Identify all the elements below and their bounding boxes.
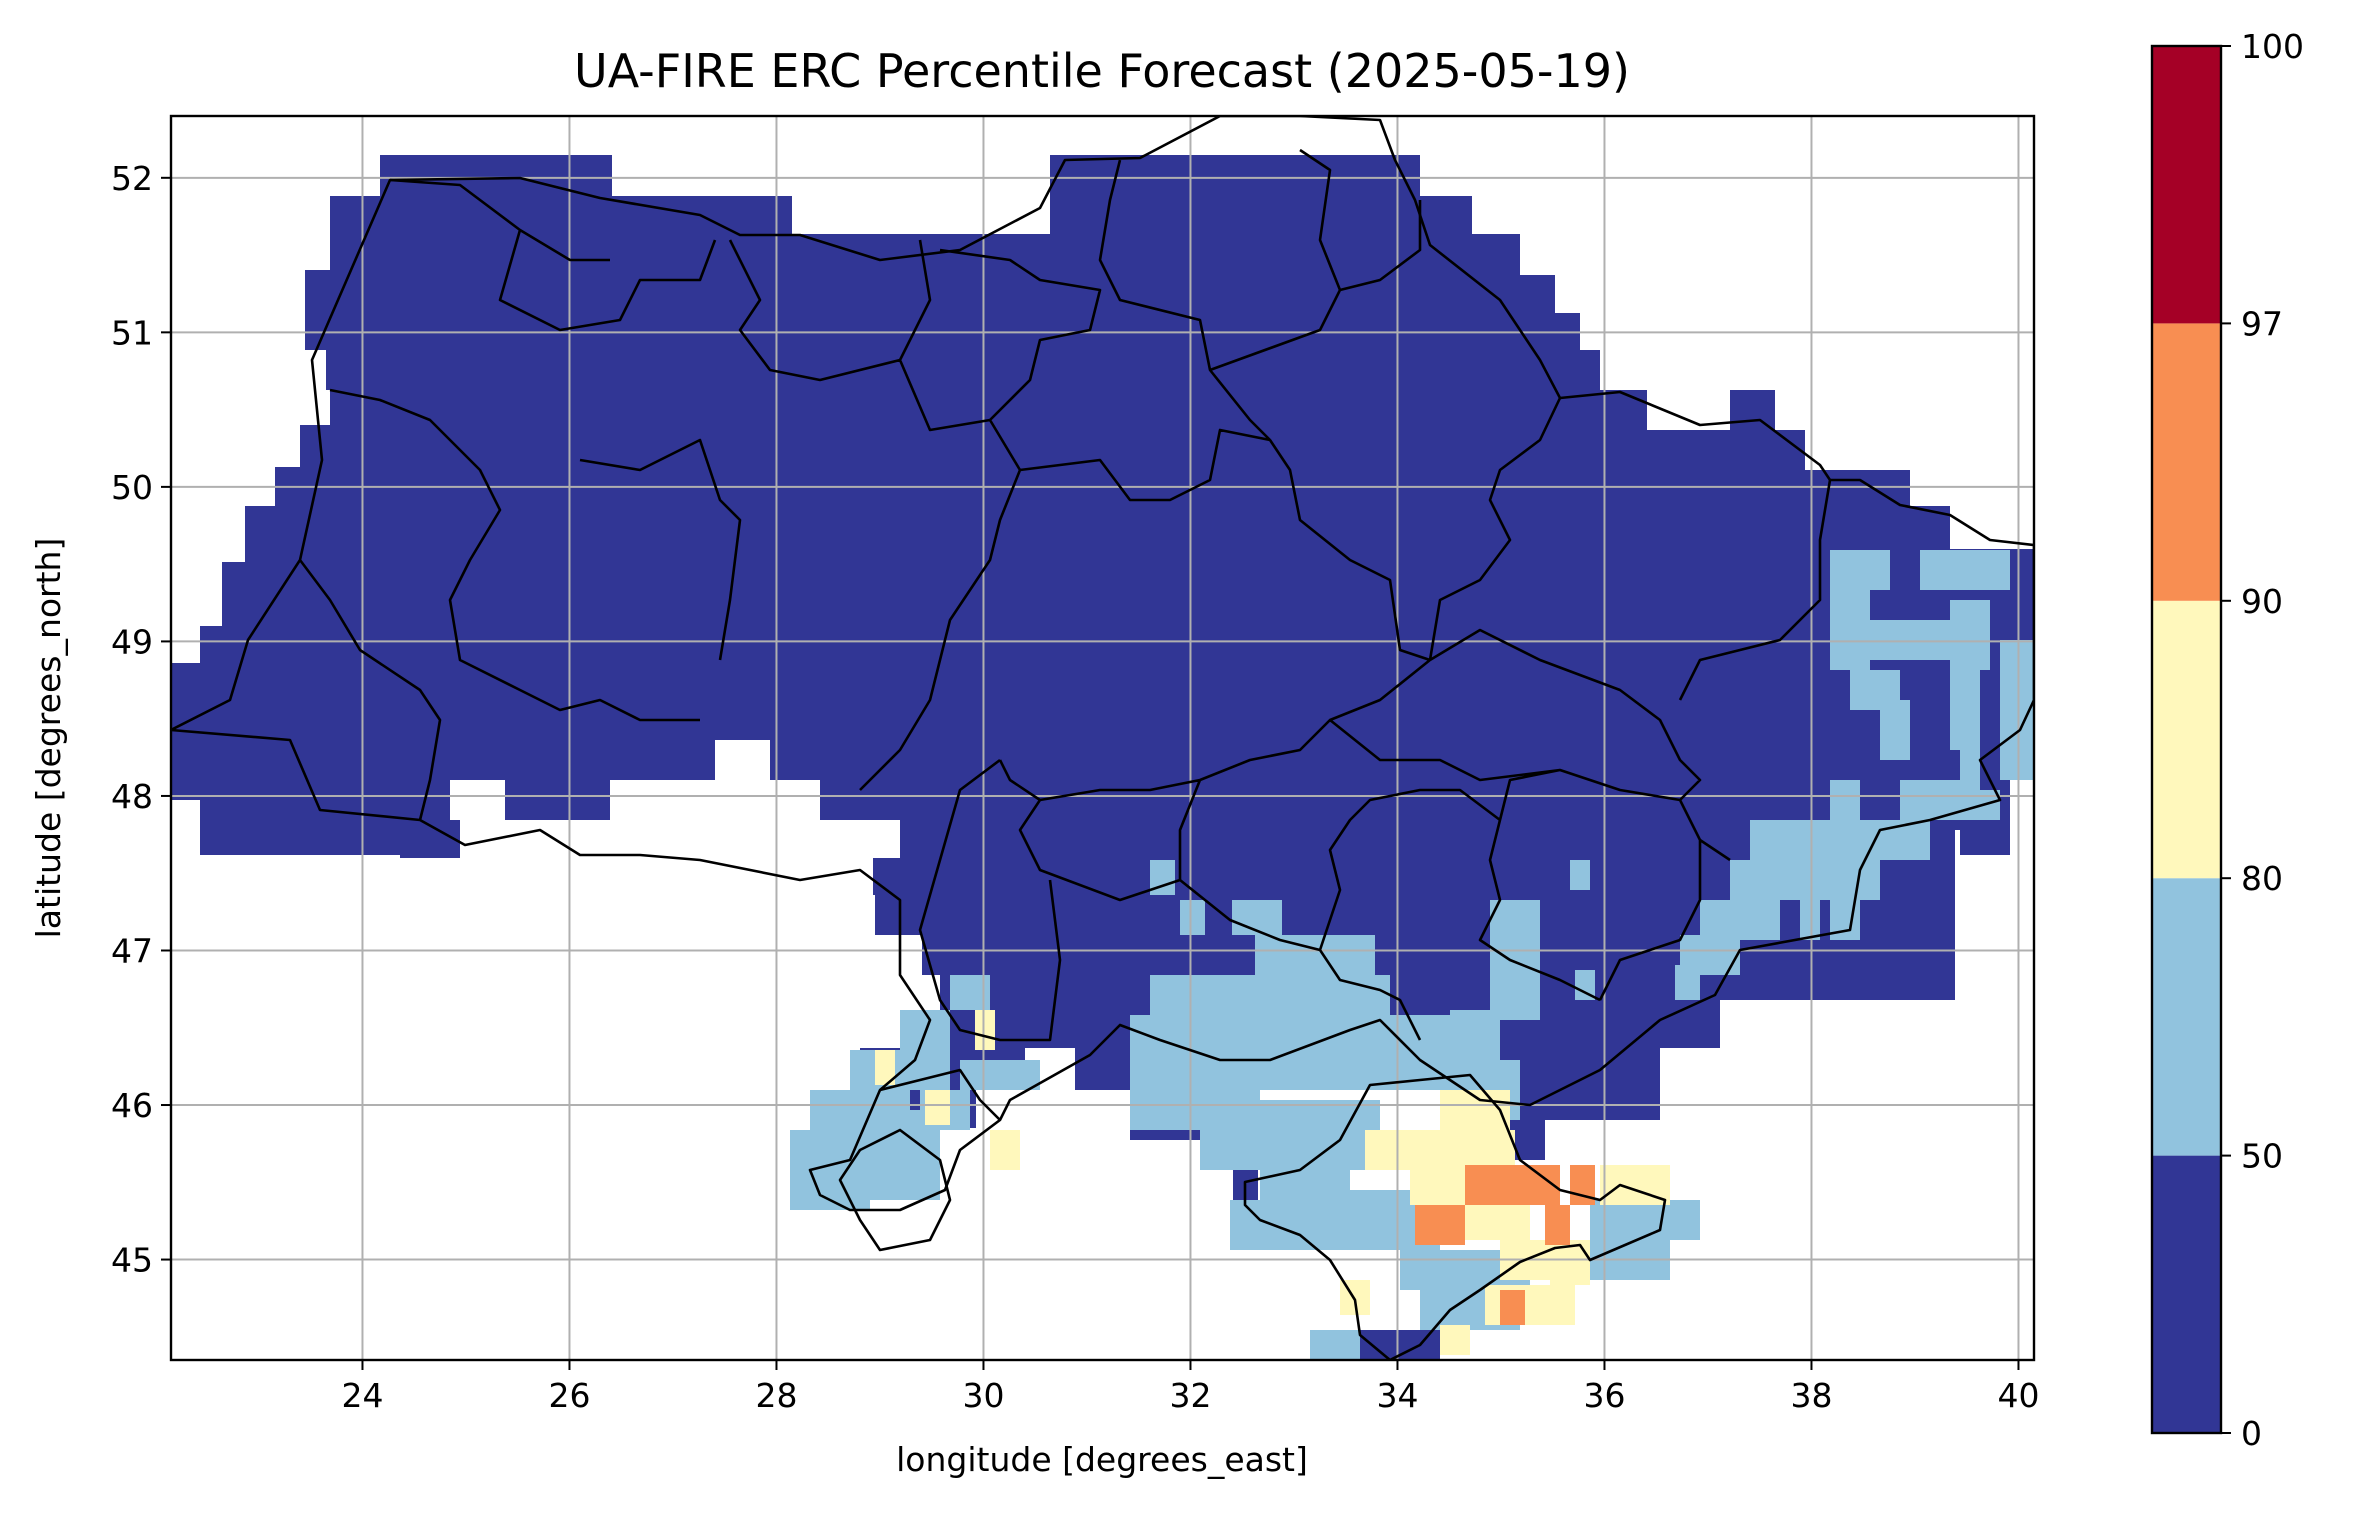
x-tick-label: 26 xyxy=(548,1376,590,1415)
y-tick-label: 49 xyxy=(111,622,153,661)
colorbar-tick-label: 97 xyxy=(2241,304,2283,343)
y-tick-label: 51 xyxy=(111,313,153,352)
x-tick-label: 38 xyxy=(1790,1376,1832,1415)
colorbar-tick-label: 80 xyxy=(2241,859,2283,898)
plot-frame xyxy=(169,114,2036,1362)
colorbar-segment xyxy=(2152,600,2221,879)
x-tick-label: 36 xyxy=(1583,1376,1625,1415)
chart-title: UA-FIRE ERC Percentile Forecast (2025-05… xyxy=(574,44,1630,98)
y-tick-label: 52 xyxy=(111,159,153,198)
colorbar-segment xyxy=(2152,878,2221,1156)
x-tick-label: 24 xyxy=(341,1376,383,1415)
grid xyxy=(171,116,2034,1360)
ukraine-mask xyxy=(171,155,2034,1360)
colorbar-segment xyxy=(2152,1155,2221,1433)
colorbar-tick-label: 0 xyxy=(2241,1414,2262,1453)
crimea-border xyxy=(1243,1073,1667,1360)
x-tick-label: 40 xyxy=(1997,1376,2039,1415)
y-tick-label: 48 xyxy=(111,777,153,816)
colorbar-segment xyxy=(2152,46,2221,324)
y-axis-label: latitude [degrees_north] xyxy=(29,538,68,939)
colorbar: 0 50 80 90 97 100 xyxy=(2150,27,2304,1453)
colorbar-tick-label: 100 xyxy=(2241,27,2304,66)
y-tick-label: 50 xyxy=(111,468,153,507)
x-axis: 24 26 28 30 32 34 36 38 40 xyxy=(341,1360,2039,1415)
colorbar-frame xyxy=(2150,44,2223,1435)
x-tick-label: 28 xyxy=(755,1376,797,1415)
y-tick-label: 47 xyxy=(111,931,153,970)
x-tick-label: 34 xyxy=(1376,1376,1418,1415)
odesa-coast xyxy=(838,1068,1001,1252)
x-axis-label: longitude [degrees_east] xyxy=(896,1440,1308,1479)
country-border xyxy=(171,116,2034,1212)
y-axis: 45 46 47 48 49 50 51 52 xyxy=(111,159,171,1280)
admin-borders xyxy=(171,116,2034,1360)
colorbar-tick-label: 90 xyxy=(2241,582,2283,621)
x-tick-label: 30 xyxy=(962,1376,1004,1415)
oblast-borders xyxy=(298,148,1832,1042)
colorbar-segment xyxy=(2152,323,2221,601)
y-tick-label: 46 xyxy=(111,1086,153,1125)
colorbar-tick-label: 50 xyxy=(2241,1137,2283,1176)
y-tick-label: 45 xyxy=(111,1241,153,1280)
x-tick-label: 32 xyxy=(1169,1376,1211,1415)
